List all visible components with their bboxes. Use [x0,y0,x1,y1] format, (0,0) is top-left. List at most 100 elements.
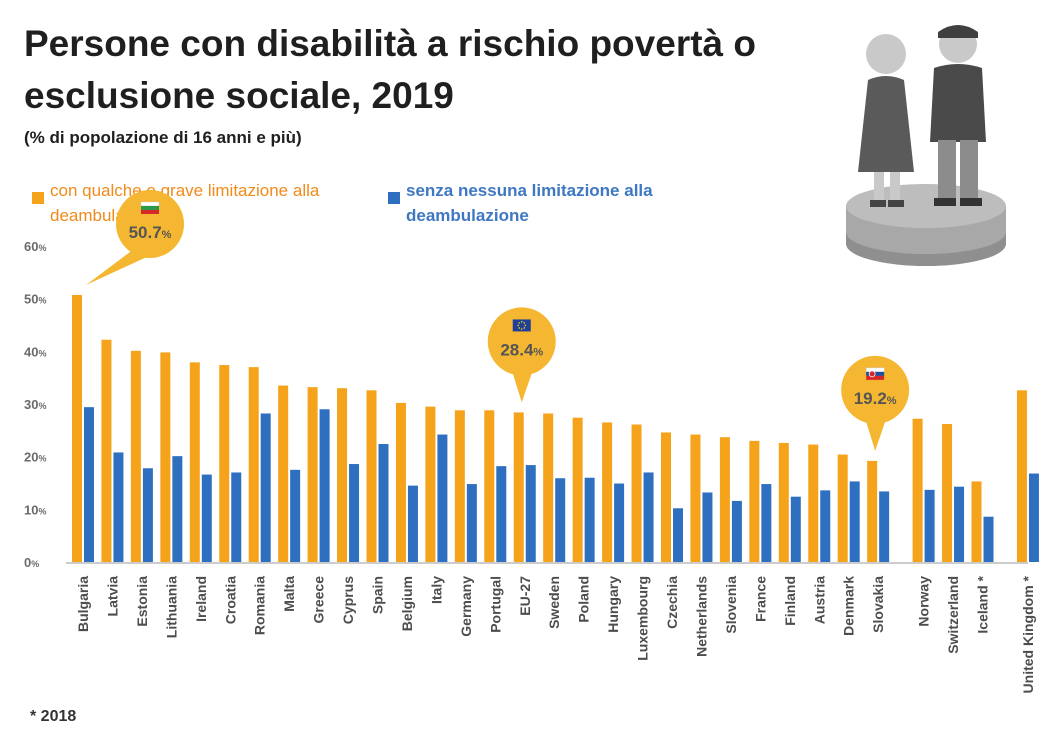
flag-star [520,328,523,330]
x-tick-label: Czechia [664,576,680,629]
x-tick-label: Malta [281,576,297,612]
y-tick-label: 30% [24,397,46,412]
bar-with-limitation-slovakia [867,460,878,562]
y-tick-label: 60% [24,239,46,254]
callout-value: 50.7% [129,223,172,242]
bar-with-limitation-malta [278,385,289,562]
x-tick-label: Denmark [841,576,857,636]
x-tick-label: Slovenia [723,576,739,634]
flag-stripe-green [141,205,159,210]
x-tick-label: Greece [311,576,327,624]
elderly-couple-illustration [846,25,1006,266]
elderly-woman-icon [858,34,914,207]
x-tick-label: Lithuania [163,576,179,638]
flag-stripe-red [866,375,885,380]
y-tick-label: 50% [24,292,46,307]
callout-bubble [116,189,184,258]
flag-emblem [868,370,876,378]
footnote: * 2018 [30,708,77,725]
elderly-man-icon [930,25,986,206]
bar-with-limitation-italy [425,406,436,562]
x-tick-label: Estonia [134,576,150,627]
bar-without-limitation-lithuania [172,456,183,562]
y-tick-unit: % [31,559,39,569]
x-tick-label: Sweden [546,576,562,629]
flag-stripe-white [865,367,885,373]
bar-with-limitation-austria [808,444,819,562]
x-tick-label: Spain [370,576,386,614]
chart-title: Persone con disabilità a rischio povertà… [24,23,756,116]
bar-with-limitation-sweden [543,413,554,562]
bar-with-limitation-united-kingdom- [1016,390,1027,562]
bar-without-limitation-france [761,484,772,562]
bar-without-limitation-eu-27 [525,465,536,562]
x-tick-label: Slovakia [870,576,886,633]
x-tick-label: Bulgaria [75,576,91,632]
bar-with-limitation-romania [248,367,259,562]
bar-without-limitation-bulgaria [84,407,94,562]
callout-bubble [841,355,910,424]
bar-with-limitation-croatia [219,365,230,562]
bar-without-limitation-switzerland [954,486,965,562]
flag-star [524,324,527,327]
bar-with-limitation-czechia [661,432,671,562]
flag-star [523,322,526,324]
x-tick-label: Switzerland [945,576,961,654]
y-tick-unit: % [38,454,46,464]
flag-field [512,319,531,332]
bar-without-limitation-netherlands [702,492,713,562]
flag-star [517,324,519,327]
bar-without-limitation-portugal [496,466,507,562]
bar-with-limitation-estonia [130,350,141,562]
callout-value: 19.2% [854,389,897,408]
bar-without-limitation-romania [260,413,271,562]
bar-without-limitation-italy [437,434,448,562]
bar-with-limitation-denmark [837,454,848,562]
bar-without-limitation-denmark [849,481,860,562]
bar-without-limitation-slovenia [731,500,742,562]
bar-with-limitation-finland [778,442,789,562]
flag-star [518,327,521,329]
x-tick-label: United Kingdom * [1020,575,1036,693]
bar-with-limitation-iceland- [971,481,982,562]
bar-without-limitation-poland [584,477,595,562]
bar-without-limitation-ireland [201,474,212,562]
bar-with-limitation-hungary [602,422,613,562]
bar-with-limitation-poland [572,417,583,562]
bar-without-limitation-latvia [113,452,124,562]
bar-with-limitation-greece [307,387,318,562]
callout-slovakia: 19.2% [841,355,910,451]
x-tick-label: Romania [252,576,268,635]
bar-with-limitation-germany [454,410,465,562]
callout-value: 28.4% [500,340,543,359]
x-tick-label: Finland [782,576,798,626]
callout-unit: % [162,229,172,241]
bar-with-limitation-latvia [101,339,112,562]
bar-without-limitation-germany [466,484,477,562]
bar-with-limitation-slovenia [719,437,730,562]
y-tick-unit: % [38,348,46,358]
bar-without-limitation-malta [290,469,301,562]
x-tick-label: Poland [576,576,592,623]
bar-without-limitation-belgium [407,485,418,562]
x-tick-label: Hungary [605,576,621,633]
flag-star [520,321,523,323]
callout-eu-27: 28.4% [487,307,556,403]
bar-without-limitation-hungary [614,483,625,562]
x-tick-label: Ireland [193,576,209,622]
y-tick-label: 10% [24,502,46,517]
bar-without-limitation-iceland- [983,516,994,562]
x-tick-label: Italy [428,576,444,604]
flag-stripe-white [140,201,160,207]
bar-without-limitation-slovakia [879,491,890,562]
bar-with-limitation-eu-27 [513,412,524,562]
bar-with-limitation-portugal [484,410,495,562]
bar-with-limitation-ireland [189,362,200,562]
bar-without-limitation-cyprus [349,464,360,562]
bar-without-limitation-luxembourg [643,472,654,562]
callout-bulgaria: 50.7% [86,189,184,285]
y-tick-label: 0% [24,555,39,570]
bar-with-limitation-france [749,440,760,562]
x-tick-label: Latvia [104,576,120,617]
